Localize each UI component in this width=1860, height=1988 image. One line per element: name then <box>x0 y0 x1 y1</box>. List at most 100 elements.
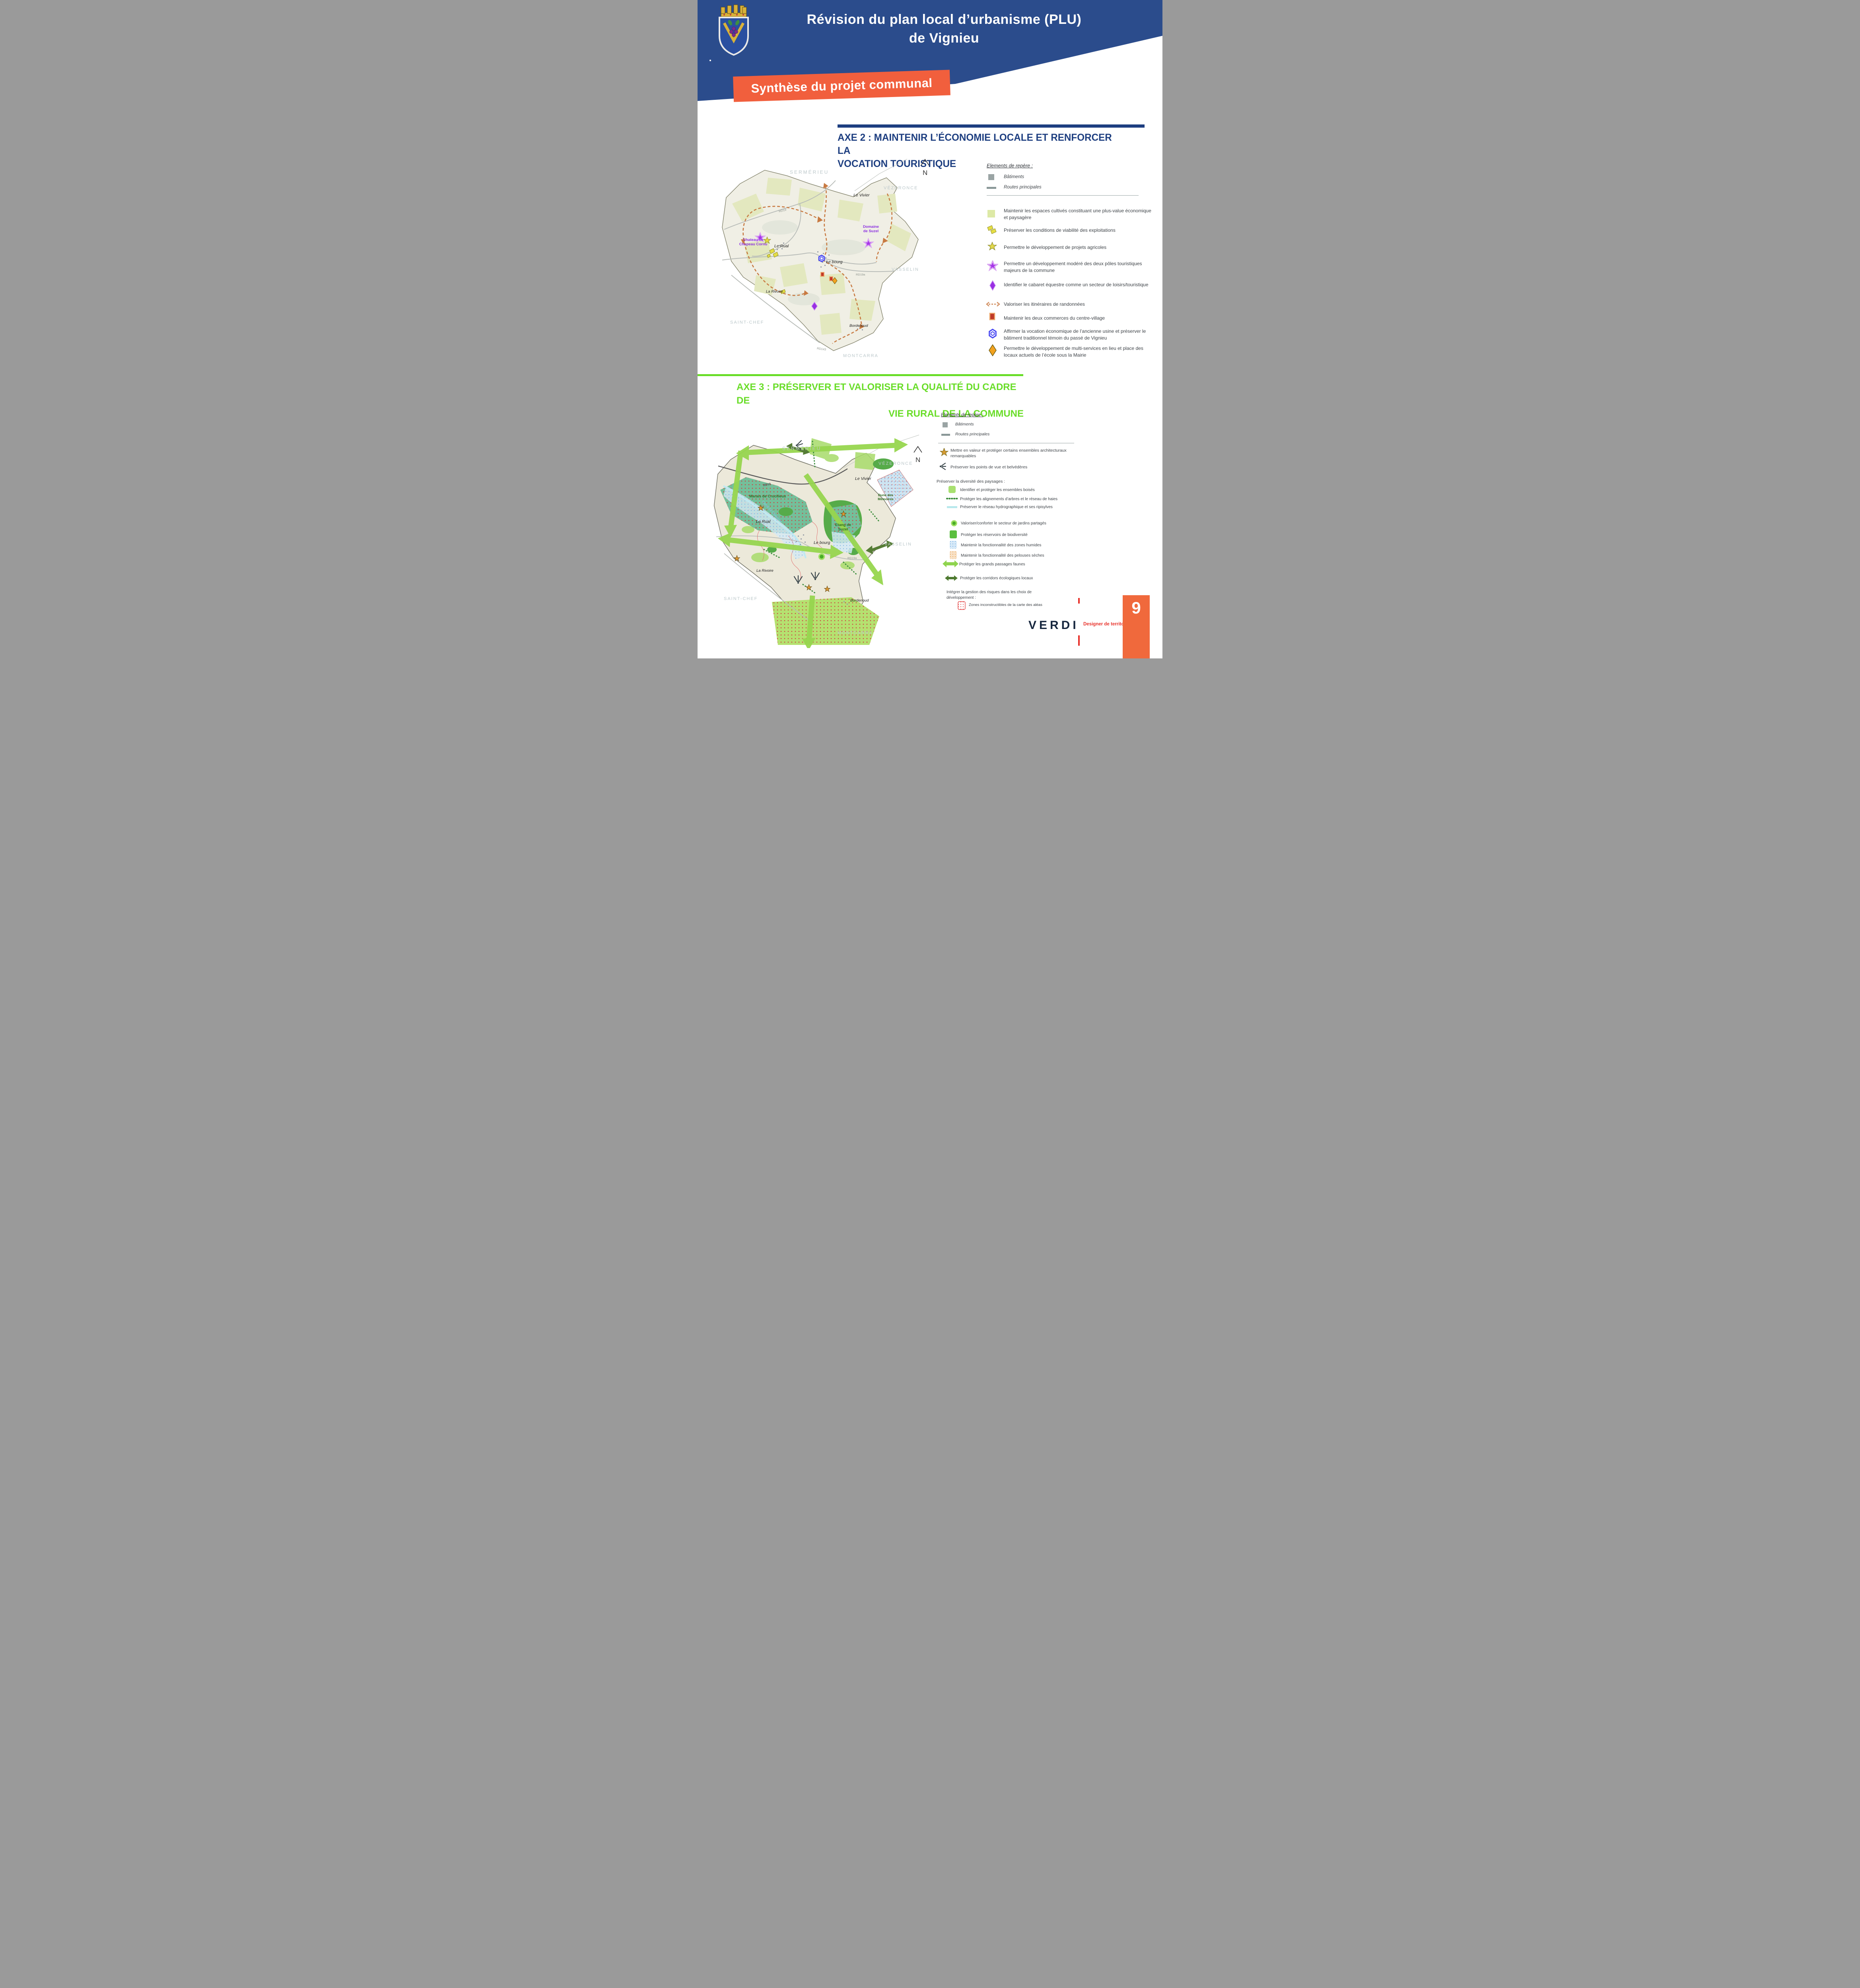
map2-label-la-rivoire: La Rivoire <box>756 569 774 573</box>
map1-label-bordenoud: Bordenoud <box>849 324 868 328</box>
legend2-item: Valoriser/conforter le secteur de jardin… <box>961 521 1046 526</box>
verdi-tagline: Designer de territoires <box>1083 622 1132 627</box>
axe2-rule <box>838 124 1145 128</box>
fauna-passage-arrows <box>718 438 908 648</box>
local-corridor-arrows <box>786 443 894 554</box>
legend2-batiments: Bâtiments <box>955 422 974 427</box>
legend1-routes: Routes principales <box>1004 185 1042 190</box>
map2-label-etang: Etang de Suzel <box>835 523 851 532</box>
legend2-section-paysages: Préserver la diversité des paysages : <box>937 479 1005 484</box>
woodland-swatch <box>948 486 956 493</box>
map1-label-vezeronce: VÉZERONCE <box>884 186 918 190</box>
svg-text:N: N <box>915 456 920 464</box>
dry-grassland-swatch <box>950 551 957 559</box>
map2-label-vasselin: VASSELIN <box>884 542 912 547</box>
map2-label-marais: Marais de Crucilieux <box>749 494 786 499</box>
header-dot <box>709 60 711 61</box>
legend2-item: Préserver le réseau hydrographique et se… <box>960 505 1053 509</box>
banner-label: Synthèse du projet communal <box>750 76 933 96</box>
legend1-item: Permettre un développement modéré des de… <box>1004 261 1142 273</box>
aleas-swatch <box>958 601 966 610</box>
biodiversity-swatch <box>950 530 957 538</box>
orange-diamond-icon <box>832 277 838 284</box>
page-number-box: 9 <box>1123 595 1150 658</box>
terrain-shading <box>762 220 865 305</box>
verdi-dash-top <box>1078 598 1080 604</box>
legend2-title: Elements de repère : <box>941 413 983 417</box>
legend2-routes: Routes principales <box>955 432 990 437</box>
blue-hexagon-icon <box>989 328 997 339</box>
cultivated-area-swatch <box>987 210 995 217</box>
map2-label-saint-chef: SAINT-CHEF <box>724 596 758 601</box>
north-arrow-icon: N <box>921 159 929 177</box>
purple-diamond-icon <box>989 280 996 291</box>
viewpoint-icons <box>793 440 820 584</box>
legend1-item: Permettre le développement de multi-serv… <box>1004 346 1143 358</box>
map1-label-le-bourg: Le bourg <box>826 260 843 264</box>
legend2-item: Identifier et protéger les ensembles boi… <box>960 488 1035 492</box>
hiking-route-arrowheads <box>741 183 888 329</box>
legend2-item: Maintenir la fonctionnalité des pelouses… <box>961 553 1044 558</box>
buildings-swatch <box>943 422 948 427</box>
map1-label-le-vivier: Le Vivier <box>853 193 870 198</box>
dune-des-memoires-zone <box>877 470 913 507</box>
map1-label-domaine: Domaine de Suzel <box>863 225 879 234</box>
map1-label-sermerieu: SERMÉRIEU <box>790 169 829 175</box>
legend1-item: Valoriser les itinéraires de randonnées <box>1004 301 1085 307</box>
corridor-arrow-icon <box>945 575 958 581</box>
fauna-arrow-icon <box>943 560 958 567</box>
map1-label-vasselin: VASSELIN <box>892 267 919 272</box>
map1-label-chateau: Chateau de Chapeau Cornu <box>739 238 768 247</box>
map2-label-dune: Dune des Mémoires <box>878 493 894 501</box>
page-title: Révision du plan local d’urbanisme (PLU)… <box>793 10 1095 48</box>
legend1-item: Affirmer la vocation économique de l’anc… <box>1004 328 1146 341</box>
legend2-item: Protéger les réservoirs de biodiversité <box>961 533 1028 537</box>
legend2-item: Zones inconstructibles de la carte des a… <box>969 603 1042 607</box>
map2-label-montcarra: MONTCARRA <box>838 631 873 635</box>
tree-line-swatch <box>946 498 958 499</box>
legend2-item: Protéger les grands passages faunes <box>959 562 1025 567</box>
roads-swatch <box>941 434 950 436</box>
legend2-item: Protéger les alignements d’arbres et le … <box>960 497 1058 501</box>
map1-label-le-rual: Le Rual <box>774 244 789 248</box>
viewpoint-icon <box>939 462 947 470</box>
farm-parallelograms-icon <box>767 248 786 294</box>
legend1-item: Maintenir les deux commerces du centre-v… <box>1004 315 1105 321</box>
wetland-swatch <box>950 541 957 549</box>
orange-diamond-icon <box>989 344 997 356</box>
etang-zone <box>832 504 861 540</box>
legend2-item: Protéger les corridors écologiques locau… <box>960 576 1033 580</box>
red-square-icon <box>829 276 833 281</box>
hiking-routes <box>742 185 893 344</box>
map2-label-le-bourg: Le bourg <box>814 540 830 545</box>
hydro-line-swatch <box>947 506 957 508</box>
map2-label-le-rual: Le Rual <box>756 519 771 524</box>
wetland-zones <box>723 470 913 559</box>
orange-dashed-arrow-icon <box>986 302 1000 307</box>
legend1-item: Préserver les conditions de viabilité de… <box>1004 227 1116 233</box>
map2-label-bordenoud: Bordenoud <box>850 598 869 603</box>
marais-zone <box>720 477 812 534</box>
axe2-map <box>722 159 919 351</box>
light-green-patches <box>742 438 875 569</box>
legend1-item: Maintenir les espaces cultivés constitua… <box>1004 208 1151 220</box>
buildings-swatch <box>988 174 994 180</box>
purple-diamond-icon <box>811 301 818 311</box>
map1-label-la-rivoire: La Rivoire <box>766 289 783 294</box>
red-square-icon <box>989 313 995 320</box>
shared-gardens-icon <box>951 520 957 526</box>
map1-label-rd19a: RD19a <box>856 273 865 276</box>
farm-parallelograms-icon <box>987 225 997 234</box>
main-roads <box>722 180 895 343</box>
shared-gardens-icon <box>818 553 825 560</box>
yellow-star-icon <box>987 242 997 250</box>
north-arrow-icon: N <box>913 446 922 464</box>
verdi-dash-bottom <box>1078 635 1080 646</box>
axe3-title: AXE 3 : PRÉSERVER ET VALORISER LA QUALIT… <box>737 381 1024 421</box>
legend2-item: Maintenir la fonctionnalité des zones hu… <box>961 543 1042 547</box>
aleas-zone-south <box>772 597 879 645</box>
verdi-logo: VERDI <box>1028 619 1079 632</box>
map2-label-le-vivier: Le Vivier <box>855 476 871 481</box>
axe3-rule <box>698 374 1023 376</box>
vignieu-coat-of-arms-icon <box>719 4 749 56</box>
